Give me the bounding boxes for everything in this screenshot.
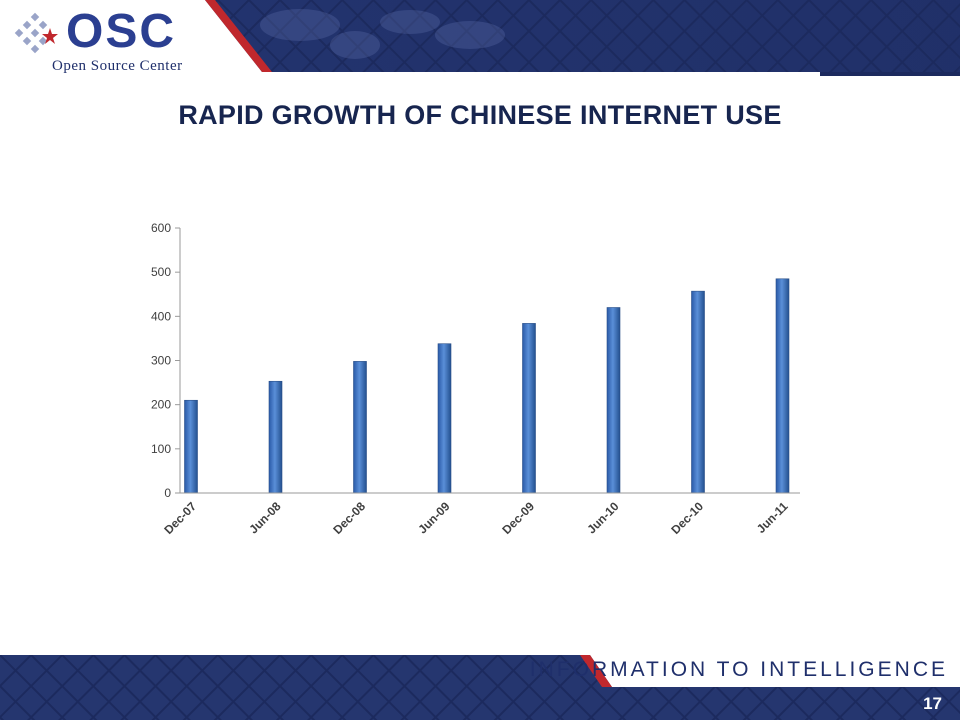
x-tick-label: Dec-10: [668, 499, 706, 537]
bar-jun-09: [437, 343, 452, 494]
y-tick-label: 200: [151, 398, 171, 412]
x-tick-label: Dec-07: [161, 499, 199, 537]
bar-dec-08: [353, 361, 367, 494]
bar-jun-10: [606, 307, 621, 494]
y-tick-label: 500: [151, 265, 171, 279]
x-tick-label: Jun-11: [754, 499, 791, 536]
bar-dec-07: [184, 399, 198, 494]
bar-dec-09: [522, 323, 536, 494]
y-tick-label: 0: [164, 486, 171, 500]
footer-tagline: INFORMATION TO INTELLIGENCE: [529, 658, 948, 681]
y-tick-label: 300: [151, 354, 171, 368]
x-tick-label: Jun-08: [246, 499, 283, 536]
x-tick-label: Jun-09: [415, 499, 452, 536]
header-banner: OSC Open Source Center: [0, 0, 960, 80]
bar-series: [184, 278, 790, 494]
y-tick-label: 100: [151, 442, 171, 456]
x-axis: Dec-07 Jun-08 Dec-08 Jun-09 Dec-09 Jun-10 Dec-…: [161, 492, 800, 537]
header-background: [0, 0, 960, 76]
x-tick-label: Dec-09: [499, 499, 537, 537]
logo-wordmark: OSC: [66, 5, 177, 58]
x-tick-label: Dec-08: [330, 499, 368, 537]
y-tick-label: 400: [151, 309, 171, 323]
y-axis: 0 100 200 300 400 500 600: [151, 221, 181, 500]
bar-jun-08: [268, 380, 283, 494]
internet-use-bar-chart: 0 100 200 300 400 500 600 Dec-07 Jun-08 Dec-08 Ju…: [151, 221, 800, 537]
bar-dec-10: [691, 290, 705, 494]
logo-subtitle: Open Source Center: [52, 58, 183, 74]
bar-jun-11: [775, 278, 790, 494]
osc-logo-icon: [14, 12, 58, 54]
slide-title: RAPID GROWTH OF CHINESE INTERNET USE: [178, 100, 782, 130]
footer-banner: [0, 655, 960, 720]
x-tick-label: Jun-10: [584, 499, 621, 536]
page-number: 17: [923, 694, 942, 713]
y-tick-label: 600: [151, 221, 171, 235]
